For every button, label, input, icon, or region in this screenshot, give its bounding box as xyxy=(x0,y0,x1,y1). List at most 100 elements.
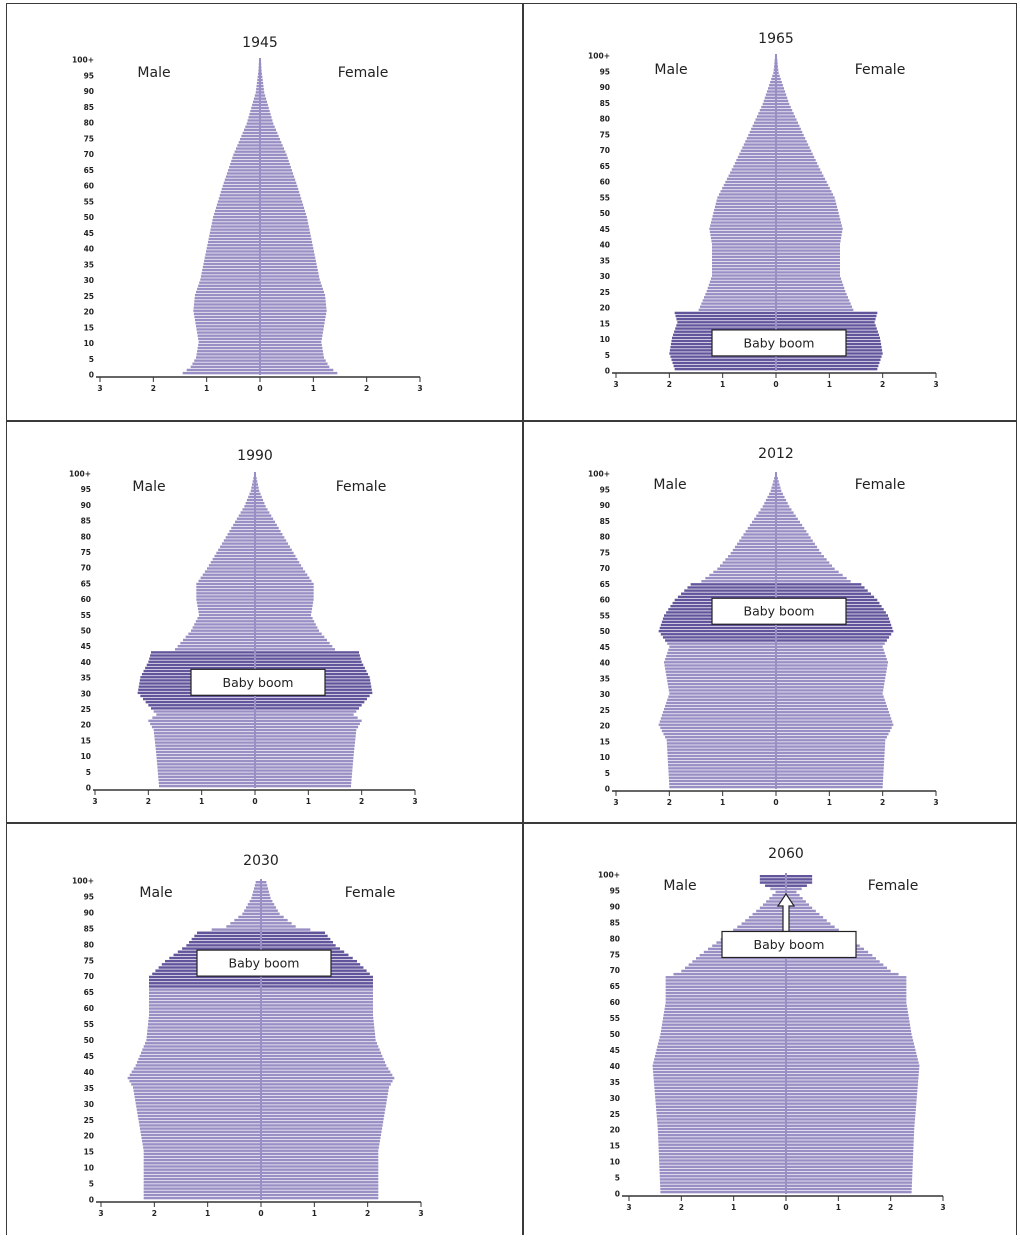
age-tick-label: 60 xyxy=(81,595,91,604)
female-bar-age-58 xyxy=(261,1013,373,1017)
age-tick-label: 25 xyxy=(600,706,610,715)
female-bar-age-18 xyxy=(776,311,878,315)
male-bar-age-30 xyxy=(712,274,776,277)
female-bar-age-3 xyxy=(255,775,352,778)
female-bar-age-35 xyxy=(261,1086,389,1089)
x-tick-label: 3 xyxy=(98,1209,103,1218)
female-bar-age-70 xyxy=(776,567,835,570)
female-bar-age-89 xyxy=(776,508,792,511)
female-bar-age-28 xyxy=(786,1102,917,1105)
male-bar-age-44 xyxy=(709,230,776,234)
female-bar-age-74 xyxy=(260,141,282,144)
female-bar-age-55 xyxy=(260,200,303,203)
age-tick-label: 0 xyxy=(615,1190,620,1199)
female-bar-age-55 xyxy=(255,613,311,617)
female-bar-age-28 xyxy=(776,280,843,283)
female-bar-age-3 xyxy=(260,362,328,365)
male-bar-age-88 xyxy=(234,918,261,922)
female-bar-age-49 xyxy=(261,1042,377,1045)
male-bar-age-4 xyxy=(670,355,776,358)
female-bar-age-65 xyxy=(786,985,907,989)
female-bar-age-48 xyxy=(261,1045,379,1048)
male-bar-age-53 xyxy=(147,1029,261,1032)
female-bar-age-5 xyxy=(255,769,353,772)
female-bar-age-6 xyxy=(261,1177,379,1181)
male-bar-age-14 xyxy=(196,328,260,331)
female-bar-age-42 xyxy=(786,1058,918,1061)
female-bar-age-36 xyxy=(260,259,316,263)
female-bar-age-94 xyxy=(260,78,263,82)
female-bar-age-39 xyxy=(776,246,840,249)
female-bar-age-16 xyxy=(786,1140,914,1143)
age-tick-label: 90 xyxy=(600,501,610,510)
age-tick-label: 70 xyxy=(600,146,610,155)
male-bar-age-58 xyxy=(197,604,255,607)
female-bar-age-56 xyxy=(260,197,302,200)
female-bar-age-20 xyxy=(260,309,327,312)
male-bar-age-84 xyxy=(197,931,261,934)
male-bar-age-89 xyxy=(242,508,255,511)
age-tick-label: 70 xyxy=(81,564,91,573)
female-bar-age-85 xyxy=(776,102,790,106)
male-bar-age-91 xyxy=(256,88,260,91)
male-bar-age-0 xyxy=(159,784,255,788)
male-bar-age-79 xyxy=(223,539,255,542)
male-bar-age-42 xyxy=(666,654,776,658)
age-tick-label: 45 xyxy=(81,642,91,651)
male-bar-age-40 xyxy=(652,1064,786,1067)
female-bar-age-39 xyxy=(260,250,314,253)
female-bar-age-47 xyxy=(786,1042,914,1045)
age-tick-label: 70 xyxy=(600,564,610,573)
male-bar-age-40 xyxy=(664,661,776,664)
male-bar-age-54 xyxy=(216,203,260,206)
female-bar-age-19 xyxy=(786,1130,915,1134)
male-bar-age-73 xyxy=(237,144,260,147)
male-bar-age-70 xyxy=(681,969,786,973)
female-bar-age-18 xyxy=(260,315,326,319)
male-bar-age-58 xyxy=(220,190,260,194)
female-bar-age-54 xyxy=(260,203,304,206)
female-bar-age-69 xyxy=(261,978,373,982)
male-bar-age-20 xyxy=(193,309,260,312)
baby-boom-label: Baby boom xyxy=(744,335,815,350)
female-bar-age-90 xyxy=(776,505,790,508)
female-bar-age-25 xyxy=(786,1111,916,1115)
female-bar-age-91 xyxy=(261,909,278,912)
baby-boom-box xyxy=(711,329,847,357)
x-tick-label: 3 xyxy=(417,384,422,393)
male-bar-age-62 xyxy=(681,592,776,595)
female-bar-age-6 xyxy=(255,766,353,769)
age-tick-label: 30 xyxy=(600,690,610,699)
female-bar-age-53 xyxy=(260,206,305,210)
male-bar-age-9 xyxy=(156,756,255,760)
female-bar-age-83 xyxy=(786,928,839,932)
male-bar-age-42 xyxy=(207,240,260,244)
age-tick-label: 65 xyxy=(610,982,620,991)
male-bar-age-97 xyxy=(253,890,261,893)
male-bar-age-67 xyxy=(736,158,776,162)
male-bar-age-14 xyxy=(155,741,255,744)
male-bar-age-73 xyxy=(212,557,255,561)
male-bar-age-40 xyxy=(131,1070,261,1073)
female-bar-age-77 xyxy=(776,545,818,549)
male-bar-age-91 xyxy=(762,903,786,906)
female-bar-age-0 xyxy=(260,371,338,375)
male-bar-age-93 xyxy=(256,81,260,85)
female-bar-age-81 xyxy=(776,115,796,118)
male-bar-age-56 xyxy=(148,1019,261,1023)
female-bar-age-77 xyxy=(776,127,801,131)
female-bar-age-30 xyxy=(776,274,840,277)
female-bar-age-60 xyxy=(786,1001,907,1004)
female-bar-age-65 xyxy=(776,165,819,168)
x-tick-label: 1 xyxy=(205,1209,210,1218)
pyramid-panel-2030: 2030 Male Female 0 5 10 15 20 25 30 35 40 45 50 55 60 65… xyxy=(0,825,522,1240)
female-bar-age-61 xyxy=(776,177,826,181)
female-bar-age-98 xyxy=(261,887,269,890)
female-bar-age-11 xyxy=(776,751,885,755)
male-bar-age-88 xyxy=(758,511,776,514)
female-bar-age-99 xyxy=(786,878,813,881)
female-bar-age-25 xyxy=(776,707,888,711)
male-bar-age-95 xyxy=(773,71,776,75)
male-bar-age-17 xyxy=(663,732,776,736)
male-bar-age-43 xyxy=(710,233,776,237)
